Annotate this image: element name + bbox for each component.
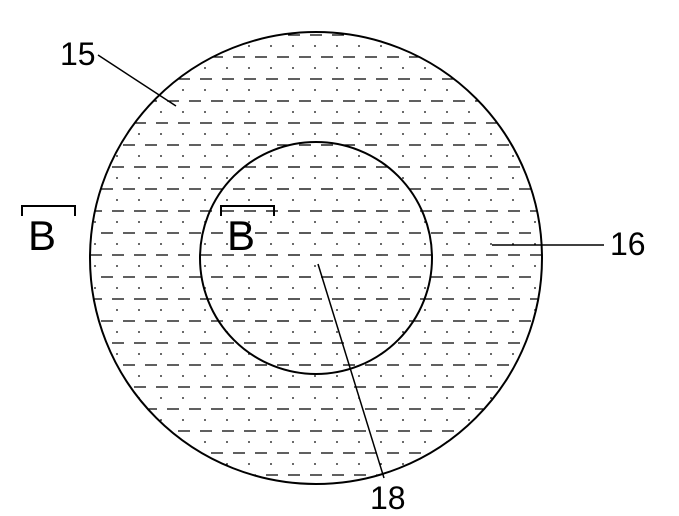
diagram-svg xyxy=(0,0,679,516)
diagram-canvas: 15 16 18 B B xyxy=(0,0,679,516)
section-mark-right-letter: B xyxy=(227,215,255,257)
callout-15: 15 xyxy=(60,38,96,70)
callout-18: 18 xyxy=(370,482,406,514)
section-mark-left-letter: B xyxy=(28,215,56,257)
callout-16: 16 xyxy=(610,228,646,260)
annulus-hatch xyxy=(79,35,553,475)
outer-circle xyxy=(90,32,542,484)
leader-lines xyxy=(98,55,604,478)
